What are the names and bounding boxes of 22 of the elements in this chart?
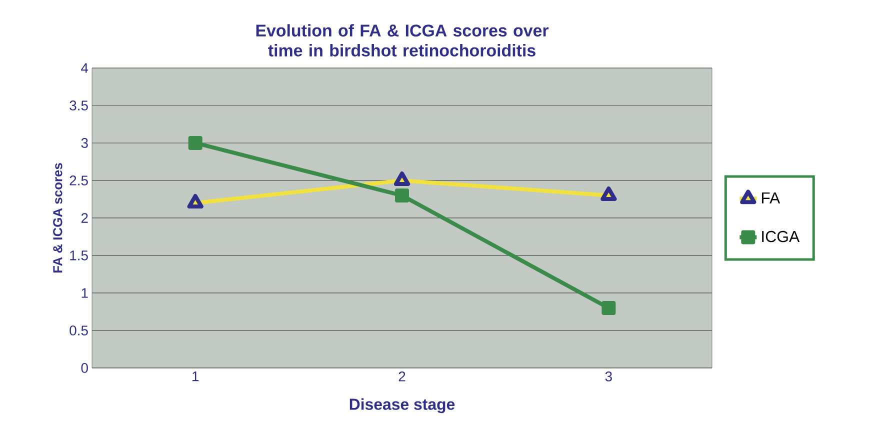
y-tick-label: 2 (81, 213, 88, 223)
y-tick-label: 1.5 (70, 250, 88, 260)
x-axis-title: Disease stage (350, 398, 455, 414)
y-tick-label: 3 (81, 138, 88, 148)
y-tick-label: 0 (81, 363, 88, 373)
point (394, 171, 410, 186)
y-tick-label: 0.5 (70, 326, 88, 336)
point (395, 188, 410, 202)
x-tick-label: 2 (398, 371, 406, 382)
point (602, 300, 616, 315)
y-tick-label: 4 (81, 63, 88, 73)
point (187, 194, 204, 208)
y-tick-label: 3.5 (70, 100, 88, 110)
y-axis-title: FA & ICGA scores (53, 163, 62, 273)
legend-label: FA (762, 192, 780, 204)
legend-label: ICGA (762, 230, 800, 242)
y-tick-label: 2.5 (70, 176, 88, 186)
chart-title: Evolution of FA & ICGA scores over time in birdshot retinochoroiditis (256, 24, 549, 56)
y-tick-label: 1 (82, 288, 88, 298)
point (600, 186, 617, 201)
x-tick-label: 3 (605, 371, 612, 382)
x-tick-label: 1 (192, 372, 199, 382)
